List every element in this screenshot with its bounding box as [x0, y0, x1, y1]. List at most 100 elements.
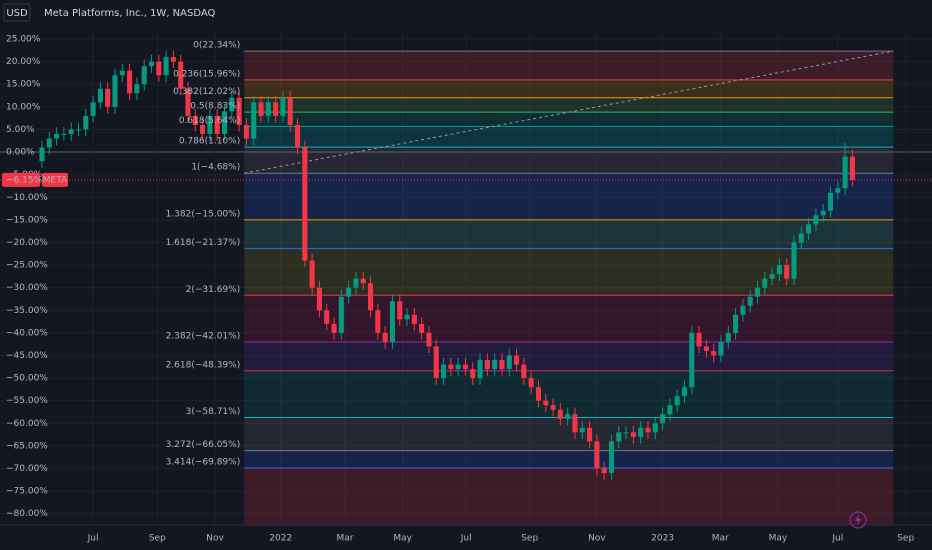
fib-band [244, 51, 894, 80]
y-tick-label: −50.00% [6, 374, 48, 384]
candle-body [389, 301, 395, 342]
candle-body [543, 400, 549, 406]
candle-body [309, 260, 315, 288]
candle-body [148, 61, 155, 67]
candle-body [200, 124, 206, 134]
candle-body [419, 323, 425, 333]
candle-body [608, 441, 615, 474]
last-price-label: −6.15% [6, 175, 43, 185]
fib-label: 2.618(−48.39%) [166, 360, 241, 370]
candle-body [521, 364, 527, 379]
fib-band [244, 112, 894, 127]
candle-body [769, 274, 775, 279]
y-tick-label: −10.00% [6, 193, 48, 203]
candle-body [90, 102, 96, 116]
y-tick-label: −45.00% [6, 351, 48, 361]
candle-body [806, 224, 812, 234]
alert-bolt [855, 514, 861, 526]
candle-body [134, 84, 140, 94]
candle-body [280, 97, 286, 116]
candle-body [703, 346, 709, 351]
candle-body [397, 301, 403, 320]
x-tick-label: Sep [149, 534, 166, 544]
candle-body [798, 233, 804, 243]
candle-body [492, 360, 498, 370]
candle-body [68, 129, 74, 134]
candle-body [689, 332, 695, 388]
candle-body [535, 387, 542, 401]
candle-body [623, 432, 629, 434]
candle-body [462, 364, 469, 370]
candle-body [791, 242, 797, 279]
candle-body [331, 323, 337, 333]
candle-body [302, 147, 308, 261]
fib-label: 0.618(5.64%) [179, 116, 240, 126]
fib-label: 1.382(−15.00%) [166, 209, 241, 219]
y-tick-label: −25.00% [6, 261, 48, 271]
y-tick-label: 5.00% [6, 125, 35, 135]
candle-body [207, 115, 213, 134]
candle-body [61, 133, 67, 135]
currency-box[interactable] [3, 3, 31, 22]
candle-body [499, 360, 505, 370]
candle-body [762, 278, 768, 288]
fib-band [244, 79, 894, 98]
candle-body [440, 364, 447, 379]
y-tick-label: −20.00% [6, 238, 48, 248]
candle-body [740, 305, 746, 315]
candle-body [54, 133, 60, 139]
candle-body [411, 314, 417, 324]
candle-body [484, 360, 490, 370]
y-tick-label: 15.00% [6, 80, 41, 90]
candle-body [630, 432, 636, 437]
candle-body [616, 432, 622, 442]
candle-body [273, 102, 279, 116]
candle-body [565, 414, 571, 419]
candle-body [105, 88, 111, 107]
candle-body [346, 287, 352, 297]
y-tick-label: −65.00% [6, 441, 48, 451]
currency: USD [6, 8, 28, 19]
candle-body [696, 332, 702, 347]
candle-body [221, 111, 228, 134]
x-tick-label: Sep [897, 534, 914, 544]
candle-body [587, 427, 593, 442]
fib-band [244, 450, 894, 468]
y-tick-label: −60.00% [6, 419, 48, 429]
x-tick-label: 2022 [269, 534, 292, 544]
candle-body [470, 369, 476, 379]
y-tick-label: 20.00% [6, 57, 41, 67]
candle-body [506, 355, 512, 370]
x-tick-label: Nov [588, 534, 606, 544]
x-tick-label: Mar [712, 534, 729, 544]
candle-body [835, 188, 841, 193]
x-tick-label: May [393, 534, 412, 544]
candle-body [601, 468, 607, 474]
candle-body [638, 427, 644, 437]
candle-body [827, 192, 834, 211]
candle-body [236, 97, 242, 125]
candle-body [178, 61, 184, 89]
candle-body [75, 129, 82, 131]
candle-body [514, 355, 520, 365]
fib-trend-line [244, 50, 894, 174]
candle-body [776, 265, 782, 275]
candle-body [265, 102, 271, 116]
fib-band [244, 417, 894, 451]
candle-body [711, 350, 717, 356]
candle-body [367, 283, 374, 311]
candle-body [404, 314, 410, 320]
x-tick-label: Jul [460, 534, 472, 544]
fib-band [244, 147, 894, 174]
candle-body [455, 364, 461, 370]
candle-body [557, 409, 563, 419]
candle-body [842, 156, 848, 189]
candle-body [681, 387, 688, 397]
candle-body [667, 405, 673, 415]
alert-icon[interactable] [849, 511, 867, 529]
candle-body [39, 147, 45, 162]
candle-body [127, 70, 133, 94]
candle-body [192, 115, 198, 125]
fib-band [244, 341, 894, 371]
